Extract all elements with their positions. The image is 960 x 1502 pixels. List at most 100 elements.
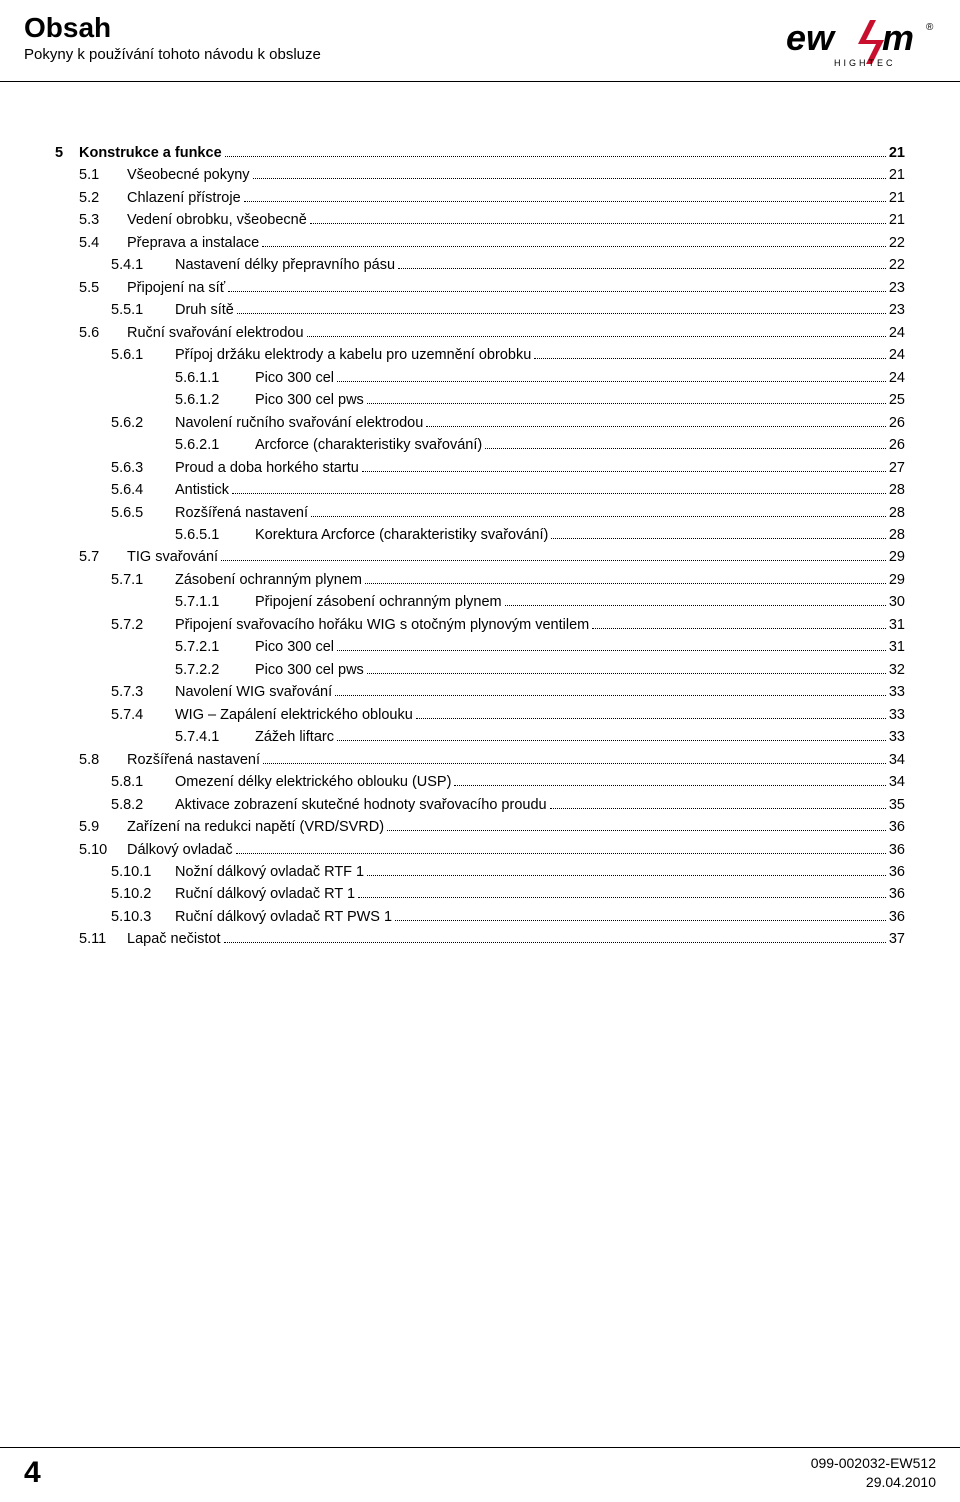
toc-entry-page: 35 (889, 794, 905, 816)
toc-leader-dots (337, 381, 886, 382)
toc-entry-label: Zařízení na redukci napětí (VRD/SVRD) (127, 816, 384, 838)
toc-entry-page: 31 (889, 614, 905, 636)
toc-row: 5.6.4Antistick28 (55, 479, 905, 501)
toc-row: 5.4.1Nastavení délky přepravního pásu22 (55, 254, 905, 276)
page-subtitle: Pokyny k používání tohoto návodu k obslu… (24, 46, 321, 63)
toc-leader-dots (244, 201, 886, 202)
toc-leader-dots (426, 426, 886, 427)
toc-entry-page: 33 (889, 726, 905, 748)
toc-leader-dots (311, 516, 886, 517)
toc-row: 5.6.1Přípoj držáku elektrody a kabelu pr… (55, 344, 905, 366)
toc-entry-page: 25 (889, 389, 905, 411)
toc-entry-label: Ruční dálkový ovladač RT 1 (175, 883, 355, 905)
toc-leader-dots (337, 740, 886, 741)
toc-entry-page: 36 (889, 883, 905, 905)
toc-entry-page: 24 (889, 344, 905, 366)
toc-entry-page: 21 (889, 142, 905, 164)
toc-entry-label: Přípoj držáku elektrody a kabelu pro uze… (175, 344, 531, 366)
toc-entry-number: 5.6.3 (111, 457, 175, 479)
toc-entry-number: 5.6.2.1 (175, 434, 255, 456)
toc-leader-dots (263, 763, 886, 764)
toc-leader-dots (362, 471, 886, 472)
toc-entry-number: 5.7.1 (111, 569, 175, 591)
toc-entry-number: 5.10.2 (111, 883, 175, 905)
toc-entry-page: 24 (889, 322, 905, 344)
toc-leader-dots (550, 808, 886, 809)
toc-leader-dots (335, 695, 886, 696)
toc-entry-number: 5.11 (79, 928, 127, 950)
toc-entry-page: 22 (889, 232, 905, 254)
toc-entry-label: WIG – Zapálení elektrického oblouku (175, 704, 413, 726)
toc-row: 5.6Ruční svařování elektrodou 24 (55, 322, 905, 344)
toc-entry-number: 5.9 (79, 816, 127, 838)
svg-text:ew: ew (786, 17, 836, 58)
toc-entry-number: 5.6.5.1 (175, 524, 255, 546)
toc-entry-number: 5.6 (79, 322, 127, 344)
toc-entry-page: 26 (889, 412, 905, 434)
toc-leader-dots (358, 897, 886, 898)
toc-entry-page: 30 (889, 591, 905, 613)
footer-page-number: 4 (24, 1456, 41, 1490)
toc-entry-label: Pico 300 cel pws (255, 389, 364, 411)
toc-entry-label: Korektura Arcforce (charakteristiky svař… (255, 524, 548, 546)
toc-row: 5.7.4.1Zážeh liftarc33 (55, 726, 905, 748)
toc-entry-page: 28 (889, 524, 905, 546)
toc-row: 5.3Vedení obrobku, všeobecně21 (55, 209, 905, 231)
toc-row: 5.6.2.1Arcforce (charakteristiky svařová… (55, 434, 905, 456)
toc-row: 5.7.4WIG – Zapálení elektrického oblouku… (55, 704, 905, 726)
toc-entry-page: 33 (889, 704, 905, 726)
toc-leader-dots (367, 403, 886, 404)
toc-row: 5.8.2Aktivace zobrazení skutečné hodnoty… (55, 794, 905, 816)
svg-text:®: ® (926, 22, 934, 33)
svg-text:HIGHTEC: HIGHTEC (834, 58, 896, 68)
table-of-contents: 5Konstrukce a funkce215.1Všeobecné pokyn… (0, 82, 960, 951)
page-title: Obsah (24, 12, 321, 44)
toc-entry-page: 32 (889, 659, 905, 681)
toc-row: 5.6.3Proud a doba horkého startu27 (55, 457, 905, 479)
toc-entry-number: 5.7.4 (111, 704, 175, 726)
toc-row: 5.7.2.1Pico 300 cel31 (55, 636, 905, 658)
toc-leader-dots (534, 358, 886, 359)
toc-entry-page: 23 (889, 277, 905, 299)
toc-row: 5.5.1Druh sítě23 (55, 299, 905, 321)
toc-entry-number: 5.7.2 (111, 614, 175, 636)
toc-row: 5.10.3Ruční dálkový ovladač RT PWS 136 (55, 906, 905, 928)
toc-leader-dots (310, 223, 886, 224)
toc-row: 5.7.1.1Připojení zásobení ochranným plyn… (55, 591, 905, 613)
toc-entry-number: 5.6.2 (111, 412, 175, 434)
toc-entry-number: 5.7.2.1 (175, 636, 255, 658)
toc-leader-dots (454, 785, 885, 786)
toc-entry-page: 29 (889, 569, 905, 591)
toc-entry-label: Pico 300 cel (255, 636, 334, 658)
toc-entry-label: Druh sítě (175, 299, 234, 321)
toc-row: 5.6.5.1Korektura Arcforce (charakteristi… (55, 524, 905, 546)
toc-entry-page: 36 (889, 839, 905, 861)
toc-entry-number: 5.2 (79, 187, 127, 209)
toc-entry-label: Omezení délky elektrického oblouku (USP) (175, 771, 451, 793)
toc-leader-dots (592, 628, 886, 629)
toc-leader-dots (337, 650, 886, 651)
toc-entry-number: 5.8.2 (111, 794, 175, 816)
page-footer: 4 099-002032-EW512 29.04.2010 (0, 1447, 960, 1502)
toc-entry-number: 5.4 (79, 232, 127, 254)
toc-entry-label: Pico 300 cel (255, 367, 334, 389)
toc-entry-number: 5.6.1 (111, 344, 175, 366)
toc-row: 5.1Všeobecné pokyny21 (55, 164, 905, 186)
toc-entry-number: 5.6.1.2 (175, 389, 255, 411)
toc-leader-dots (367, 875, 886, 876)
toc-entry-label: Proud a doba horkého startu (175, 457, 359, 479)
toc-entry-page: 36 (889, 861, 905, 883)
toc-entry-page: 28 (889, 479, 905, 501)
toc-row: 5.7.2.2Pico 300 cel pws32 (55, 659, 905, 681)
toc-entry-page: 34 (889, 749, 905, 771)
toc-entry-label: Vedení obrobku, všeobecně (127, 209, 307, 231)
toc-entry-label: Připojení svařovacího hořáku WIG s otočn… (175, 614, 589, 636)
toc-row: 5.4Přeprava a instalace22 (55, 232, 905, 254)
toc-entry-page: 33 (889, 681, 905, 703)
toc-row: 5.6.5Rozšířená nastavení28 (55, 502, 905, 524)
toc-entry-page: 36 (889, 906, 905, 928)
toc-entry-number: 5.7 (79, 546, 127, 568)
toc-entry-label: Ruční svařování elektrodou (127, 322, 304, 344)
toc-leader-dots (236, 853, 886, 854)
toc-entry-label: Aktivace zobrazení skutečné hodnoty svař… (175, 794, 547, 816)
